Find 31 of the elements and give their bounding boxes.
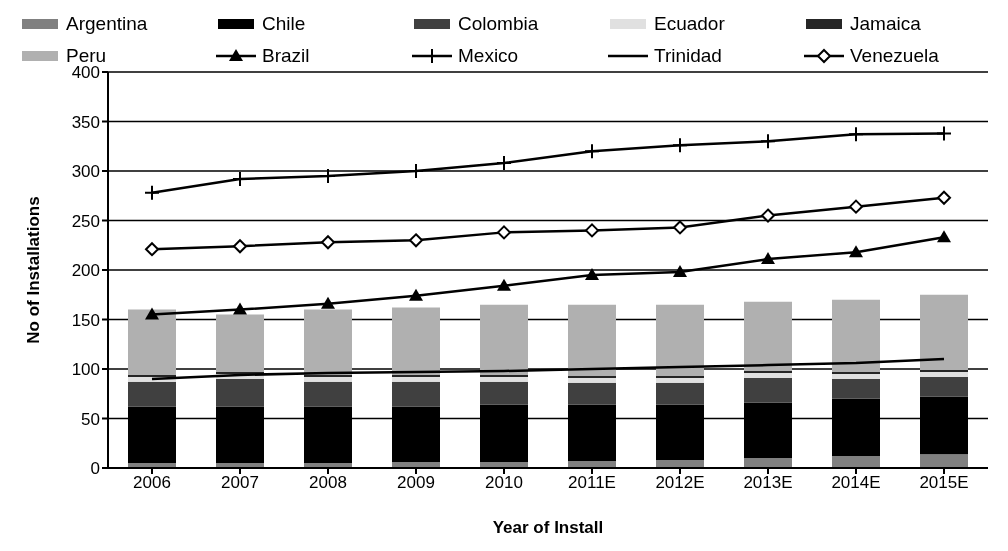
x-tick-label: 2006	[133, 473, 171, 493]
legend-label: Brazil	[262, 45, 310, 67]
y-tick-label: 350	[71, 112, 100, 132]
y-tick-label: 250	[71, 211, 100, 231]
y-tick-label: 150	[71, 310, 100, 330]
x-tick-label: 2012E	[655, 473, 705, 493]
x-tick-label: 2010	[485, 473, 523, 493]
y-tick-label: 100	[71, 360, 100, 380]
legend-label: Chile	[262, 13, 306, 35]
legend-label: Colombia	[458, 13, 539, 35]
legend-label: Ecuador	[654, 13, 725, 35]
y-tick-label: 0	[90, 459, 100, 479]
x-tick-label: 2011E	[568, 473, 616, 493]
y-tick-label: 400	[71, 63, 100, 83]
y-tick-label: 300	[71, 162, 100, 182]
y-axis-title: No of Installations	[24, 196, 44, 344]
x-tick-label: 2014E	[831, 473, 881, 493]
x-axis-title: Year of Install	[492, 518, 604, 537]
x-tick-label: 2008	[309, 473, 347, 493]
x-tick-label: 2015E	[919, 473, 969, 493]
legend-label: Mexico	[458, 45, 519, 67]
y-tick-label: 200	[71, 261, 100, 281]
y-tick-label: 50	[81, 409, 100, 429]
legend-label: Argentina	[66, 13, 148, 35]
x-tick-label: 2007	[221, 473, 259, 493]
legend-label: Trinidad	[654, 45, 722, 67]
legend-label: Jamaica	[850, 13, 921, 35]
legend-label: Peru	[66, 45, 107, 66]
legend-label: Venezuela	[850, 45, 939, 67]
x-tick-label: 2013E	[743, 473, 793, 493]
x-tick-label: 2009	[397, 473, 435, 493]
